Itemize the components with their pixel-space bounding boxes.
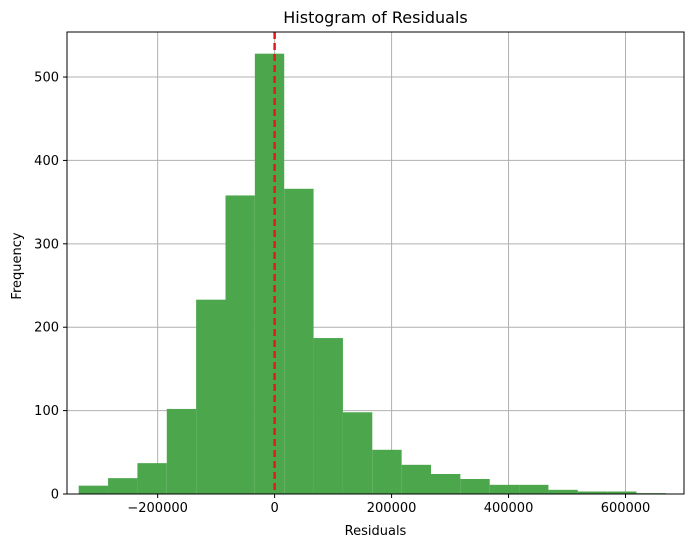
histogram-bar-12: [431, 473, 461, 494]
y-tick-label-2: 200: [34, 321, 59, 336]
histogram-bar-10: [372, 449, 402, 494]
x-axis-ticks: −200000 0 200000 400000 600000: [127, 494, 650, 516]
histogram-bar-14: [489, 484, 520, 494]
chart-title: Histogram of Residuals: [283, 8, 468, 27]
histogram-bar-9: [342, 412, 373, 494]
y-tick-label-1: 100: [34, 404, 59, 419]
histogram-bars: [78, 53, 666, 494]
y-tick-label-0: 0: [51, 488, 59, 503]
histogram-bar-2: [137, 463, 167, 494]
histogram-bar-5: [225, 195, 255, 494]
y-tick-label-5: 500: [34, 71, 59, 86]
histogram-bar-8: [313, 338, 343, 494]
histogram-bar-16: [548, 489, 578, 494]
plot-frame: [66, 31, 685, 495]
x-axis-title: Residuals: [345, 524, 407, 539]
histogram-bar-13: [460, 478, 490, 494]
x-tick-label-4: 600000: [601, 501, 651, 516]
y-tick-label-4: 400: [34, 154, 59, 169]
histogram-bar-6: [254, 53, 285, 494]
histogram-bar-17: [577, 491, 608, 494]
histogram-bar-1: [108, 478, 138, 494]
y-tick-label-3: 300: [34, 237, 59, 252]
histogram-bar-18: [607, 491, 637, 494]
x-tick-label-2: 200000: [367, 501, 417, 516]
histogram-bar-3: [166, 408, 197, 494]
histogram-bar-15: [519, 484, 549, 494]
y-axis-title: Frequency: [10, 232, 25, 299]
x-tick-label-3: 400000: [484, 501, 534, 516]
x-tick-label-1: 0: [270, 501, 278, 516]
histogram-bar-11: [401, 464, 432, 494]
histogram-bar-7: [284, 188, 314, 494]
y-axis-ticks: 0 100 200 300 400 500: [34, 71, 67, 503]
histogram-bar-4: [196, 299, 226, 494]
histogram-bar-0: [78, 485, 109, 494]
x-tick-label-0: −200000: [127, 501, 188, 516]
